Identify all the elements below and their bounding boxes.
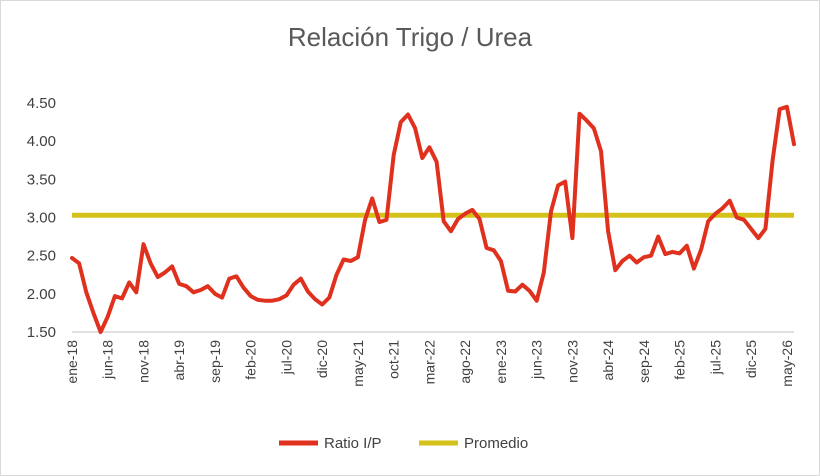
x-tick-label: jul-20 [278, 340, 294, 375]
legend-label-ratio: Ratio I/P [324, 435, 382, 452]
y-axis-ticks: 1.50 2.00 2.50 3.00 3.50 4.00 4.50 [27, 95, 56, 341]
y-tick-label: 3.00 [27, 210, 56, 227]
x-tick-label: oct-21 [386, 340, 402, 379]
x-tick-label: jun-18 [100, 340, 116, 380]
x-tick-label: may-26 [779, 340, 795, 387]
x-tick-label: nov-23 [564, 340, 580, 383]
x-tick-label: nov-18 [135, 340, 151, 383]
x-tick-label: dic-20 [314, 340, 330, 378]
chart-title: Relación Trigo / Urea [288, 22, 533, 52]
y-tick-label: 2.50 [27, 248, 56, 265]
x-tick-label: feb-20 [243, 340, 259, 380]
x-axis-ticks: ene-18 jun-18 nov-18 abr-19 sep-19 feb-20 jul-… [64, 340, 795, 387]
legend-label-promedio: Promedio [464, 435, 528, 452]
y-tick-label: 3.50 [27, 171, 56, 188]
series-layer [70, 104, 796, 334]
x-tick-label: sep-24 [636, 340, 652, 383]
x-tick-label: jul-25 [707, 340, 723, 375]
x-tick-label: feb-25 [672, 340, 688, 380]
x-tick-label: abr-19 [171, 340, 187, 381]
x-tick-label: mar-22 [421, 340, 437, 385]
x-tick-label: ene-18 [64, 340, 80, 384]
y-tick-label: 4.50 [27, 95, 56, 112]
x-tick-label: abr-24 [600, 340, 616, 381]
y-tick-label: 2.00 [27, 286, 56, 303]
legend: Ratio I/P Promedio [279, 435, 528, 452]
x-tick-label: sep-19 [207, 340, 223, 383]
x-tick-label: may-21 [350, 340, 366, 387]
y-tick-label: 1.50 [27, 324, 56, 341]
series-line-ratio [70, 104, 796, 334]
y-tick-label: 4.00 [27, 133, 56, 150]
x-tick-label: ene-23 [493, 340, 509, 384]
x-tick-label: jun-23 [529, 340, 545, 380]
x-tick-label: dic-25 [743, 340, 759, 378]
x-tick-label: ago-22 [457, 340, 473, 384]
